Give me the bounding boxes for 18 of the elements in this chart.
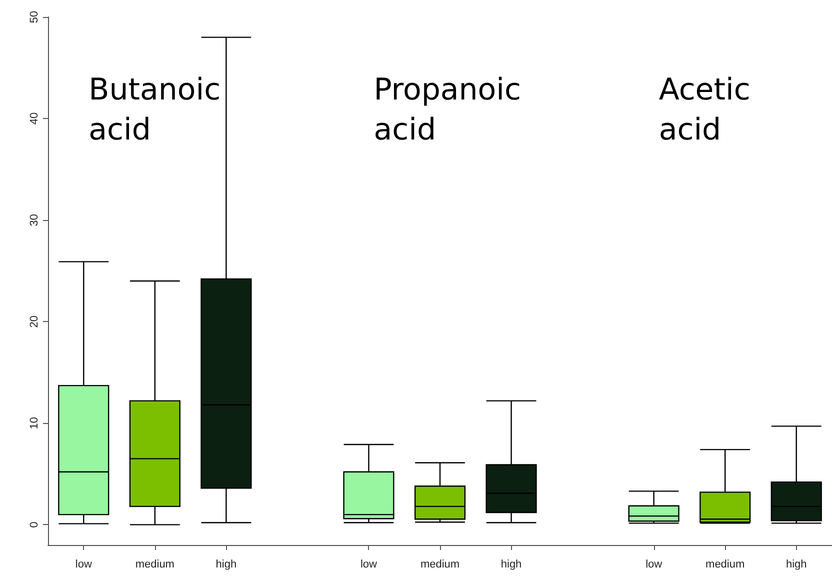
annotation: Acetic acid — [658, 72, 760, 148]
x-tick-label: medium — [706, 558, 745, 570]
x-tick-label: high — [500, 558, 522, 570]
x-tick-label: low — [646, 558, 662, 570]
y-tick-label: 0 — [28, 522, 40, 528]
x-tick-label: medium — [420, 558, 460, 570]
x-tick-label: high — [216, 558, 237, 570]
x-tick-label: low — [360, 558, 378, 570]
x-tick-label: low — [75, 558, 92, 570]
y-tick-label: 30 — [28, 214, 40, 226]
x-tick-label: medium — [135, 558, 174, 570]
y-tick-label: 50 — [28, 10, 40, 24]
y-tick-label: 40 — [28, 112, 40, 125]
x-tick-label: high — [786, 558, 807, 570]
annotation: Propanoic acid — [374, 72, 530, 148]
annotation: Butanoic acid — [88, 72, 230, 148]
y-tick-label: 20 — [28, 315, 40, 328]
y-tick-label: 10 — [28, 417, 40, 430]
